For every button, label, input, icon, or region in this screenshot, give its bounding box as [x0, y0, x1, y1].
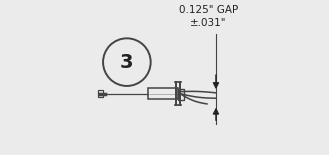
FancyBboxPatch shape: [98, 90, 103, 97]
FancyBboxPatch shape: [178, 89, 184, 100]
FancyBboxPatch shape: [148, 88, 178, 99]
Text: 0.125" GAP
±.031": 0.125" GAP ±.031": [179, 5, 238, 28]
Text: 3: 3: [120, 53, 134, 72]
